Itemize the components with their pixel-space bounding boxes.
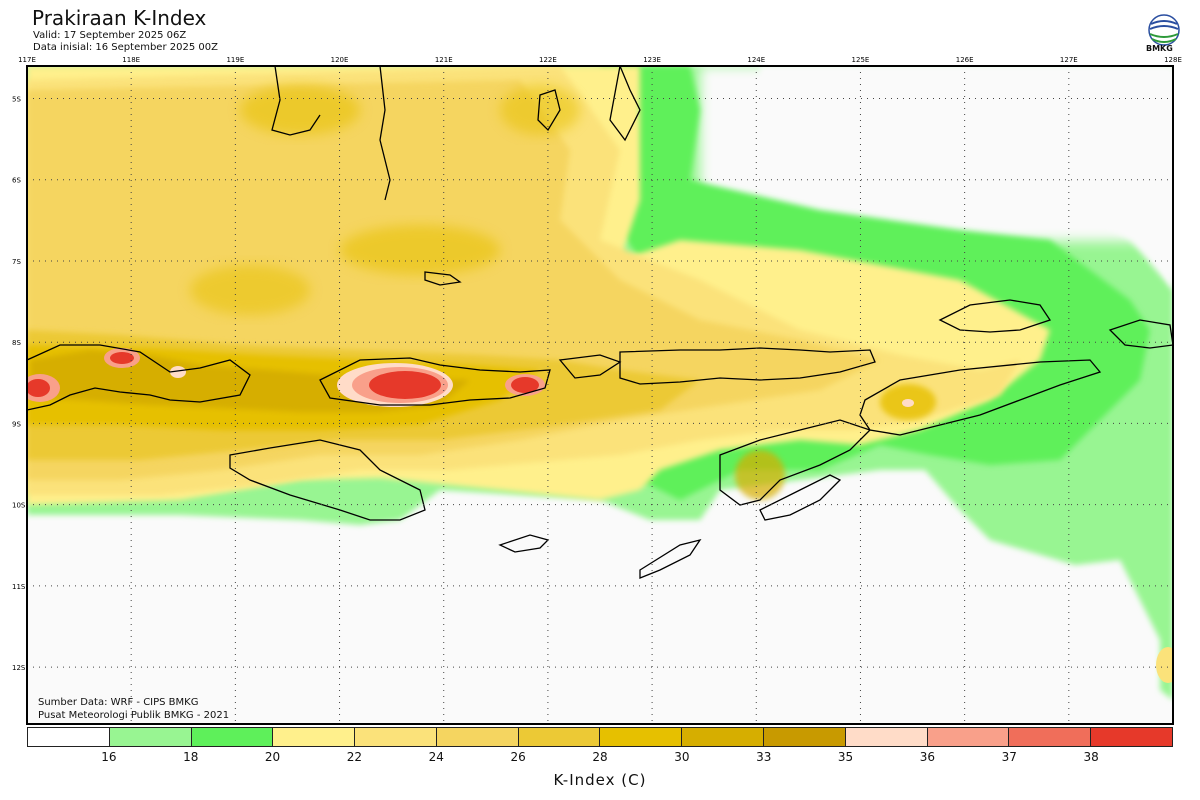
wetar bbox=[759, 474, 842, 521]
lon-tick-label: 118E bbox=[122, 56, 140, 64]
source-note: Sumber Data: WRF - CIPS BMKG bbox=[38, 697, 199, 708]
sawu bbox=[498, 534, 550, 553]
lon-tick-label: 117E bbox=[18, 56, 36, 64]
lat-tick-label: 7S bbox=[12, 258, 21, 266]
colorbar-tick-label: 38 bbox=[1083, 750, 1099, 764]
colorbar-tick-label: 35 bbox=[837, 750, 854, 764]
colorbar-swatch bbox=[764, 728, 846, 746]
south-sulawesi bbox=[379, 66, 391, 201]
colorbar-swatch bbox=[436, 728, 519, 746]
lon-tick-label: 124E bbox=[747, 56, 765, 64]
colorbar-tick-label: 22 bbox=[346, 750, 363, 764]
lat-tick-labels: 5S 6S 7S 8S 9S 10S 11S 12S bbox=[12, 95, 26, 672]
graticule bbox=[27, 66, 1173, 724]
colorbar-tick-label: 37 bbox=[1001, 750, 1017, 764]
sumba bbox=[229, 439, 426, 521]
colorbar-swatch bbox=[927, 728, 1010, 746]
colorbar-swatch bbox=[191, 728, 274, 746]
lat-tick-label: 12S bbox=[12, 664, 26, 672]
colorbar-tick-label: 18 bbox=[183, 750, 199, 764]
colorbar-swatch bbox=[355, 728, 437, 746]
lon-tick-label: 128E bbox=[1164, 56, 1182, 64]
colorbar-swatch bbox=[1091, 728, 1172, 746]
lon-tick-labels: 117E 118E 119E 120E 121E 122E 123E 124E 125E 126E… bbox=[18, 56, 1182, 64]
colorbar bbox=[27, 727, 1173, 747]
coastlines bbox=[27, 66, 1173, 579]
north-island bbox=[271, 66, 321, 136]
lat-tick-label: 11S bbox=[12, 583, 26, 591]
lon-tick-label: 126E bbox=[956, 56, 974, 64]
buton bbox=[537, 89, 561, 132]
lon-tick-label: 121E bbox=[435, 56, 453, 64]
alor bbox=[719, 419, 872, 506]
lon-tick-label: 123E bbox=[643, 56, 661, 64]
colorbar-tick-label: 30 bbox=[674, 750, 690, 764]
lat-tick-label: 9S bbox=[12, 420, 21, 428]
lon-tick-label: 119E bbox=[226, 56, 244, 64]
colorbar-tick-label: 26 bbox=[510, 750, 526, 764]
lon-tick-label: 125E bbox=[852, 56, 870, 64]
kisar bbox=[609, 66, 641, 142]
lon-tick-label: 127E bbox=[1060, 56, 1078, 64]
colorbar-swatch bbox=[28, 728, 110, 746]
logo-label: BMKG bbox=[1146, 44, 1173, 53]
lat-tick-label: 8S bbox=[12, 339, 21, 347]
colorbar-tick-label: 20 bbox=[264, 750, 281, 764]
bmkg-logo-icon bbox=[1148, 14, 1180, 46]
colorbar-tick-label: 36 bbox=[919, 750, 936, 764]
timor bbox=[859, 359, 1102, 436]
lat-tick-label: 5S bbox=[12, 95, 21, 103]
contour-fields bbox=[27, 66, 1173, 724]
banda-isl bbox=[938, 299, 1052, 333]
map-frame bbox=[26, 65, 1174, 725]
sumbawa-lombok bbox=[27, 344, 251, 411]
lon-tick-label: 120E bbox=[331, 56, 349, 64]
rote bbox=[639, 538, 702, 579]
colorbar-swatch bbox=[845, 728, 928, 746]
colorbar-swatch bbox=[518, 728, 601, 746]
colorbar-tick-label: 16 bbox=[101, 750, 117, 764]
k-index-map: 117E 118E 119E 120E 121E 122E 123E 124E 125E 126E… bbox=[12, 56, 1182, 725]
init-time: Data inisial: 16 September 2025 00Z bbox=[33, 42, 218, 53]
map-title: Prakiraan K-Index bbox=[32, 6, 207, 30]
colorbar-swatch bbox=[273, 728, 356, 746]
colorbar-tick-label: 24 bbox=[428, 750, 444, 764]
colorbar-swatch bbox=[600, 728, 683, 746]
center-note: Pusat Meteorologi Publik BMKG - 2021 bbox=[38, 710, 230, 721]
colorbar-swatch bbox=[682, 728, 765, 746]
lon-tick-label: 122E bbox=[539, 56, 557, 64]
lat-tick-label: 6S bbox=[12, 177, 21, 185]
lat-tick-label: 10S bbox=[12, 502, 26, 510]
colorbar-swatch bbox=[1009, 728, 1092, 746]
valid-time: Valid: 17 September 2025 06Z bbox=[33, 30, 187, 41]
colorbar-swatch bbox=[109, 728, 192, 746]
colorbar-tick-label: 28 bbox=[592, 750, 608, 764]
colorbar-unit: K-Index (C) bbox=[553, 771, 647, 789]
colorbar-tick-label: 33 bbox=[756, 750, 772, 764]
